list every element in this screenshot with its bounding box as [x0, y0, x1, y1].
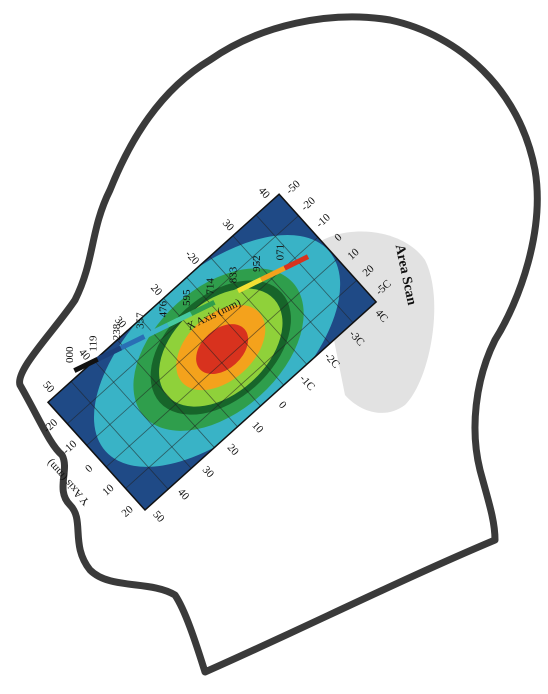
colorbar-label: 238	[111, 323, 123, 340]
grid-line	[255, 214, 354, 323]
grid-line	[232, 235, 331, 344]
colorbar-swatch	[190, 300, 216, 316]
grid-line	[70, 381, 169, 490]
tick-label: 10	[249, 419, 266, 436]
tick-label: 0	[276, 399, 289, 411]
grid-line	[117, 339, 215, 448]
colorbar-label: 476	[158, 300, 170, 317]
grid-line	[163, 297, 261, 407]
grid-line	[93, 360, 192, 469]
contour-band	[196, 324, 249, 375]
grid-line	[140, 318, 238, 428]
grid-line	[209, 256, 308, 365]
colorbar-swatch	[236, 277, 263, 294]
colorbar-swatch	[283, 254, 310, 271]
colorbar-swatch	[96, 345, 123, 362]
tick-label: 10	[100, 482, 117, 499]
tick-label: 50	[150, 509, 167, 526]
colorbar-swatch	[213, 288, 240, 305]
tick-label: -20	[299, 194, 318, 213]
tick-label: 30	[200, 464, 217, 481]
tick-label: 0	[83, 462, 95, 475]
tick-label: -50	[284, 178, 303, 197]
tick-label: 20	[119, 503, 136, 520]
colorbar-label: 952	[251, 255, 263, 272]
grid-line	[186, 277, 284, 386]
tick-label: -20	[183, 248, 202, 267]
tick-label: 20	[148, 282, 165, 299]
tick-label: -10	[314, 211, 333, 230]
grid-line	[125, 280, 357, 489]
colorbar-swatch	[73, 357, 99, 373]
colorbar-label: 000	[64, 346, 76, 363]
colorbar-swatch	[166, 311, 193, 328]
tick-label: 20	[225, 442, 242, 459]
colorbar-label: 119	[88, 335, 100, 352]
plot-frame	[46, 193, 378, 512]
tick-label: 40	[175, 486, 192, 503]
grid-line	[105, 258, 338, 468]
contour-map	[47, 194, 377, 510]
tick-label: -1C	[297, 373, 317, 393]
head-outline	[16, 13, 541, 676]
tick-label: 40	[256, 185, 273, 202]
colorbar-swatch	[119, 334, 146, 351]
tick-label: 30	[220, 217, 237, 234]
colorbar-label: 714	[204, 278, 216, 295]
tick-label: 50	[40, 379, 57, 396]
scan-plot: Y Axis (mm) 50403020100-1C-2C-3C4C-20-10…	[40, 178, 393, 526]
colorbar-swatch	[143, 322, 169, 339]
colorbar-label: 595	[181, 289, 193, 306]
colorbar-swatch	[260, 265, 286, 282]
colorbar-label: 071	[274, 244, 286, 261]
colorbar-label: 833	[228, 266, 240, 283]
colorbar-label: 357	[134, 312, 146, 329]
